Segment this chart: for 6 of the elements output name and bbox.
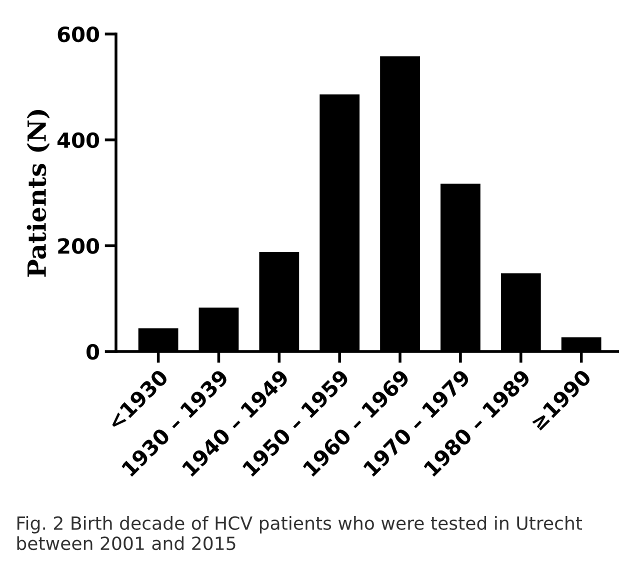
y-tick-label: 400 (57, 132, 100, 148)
caption: Fig. 2 Birth decade of HCV patients who were tested in Utrecht between 2001 and 2015 (17, 516, 582, 550)
y-tick-label: 600 (58, 26, 100, 42)
y-axis-title: Patients (N) (26, 110, 50, 277)
y-tick-label: 0 (86, 344, 100, 360)
y-tick-label: 200 (58, 238, 100, 254)
